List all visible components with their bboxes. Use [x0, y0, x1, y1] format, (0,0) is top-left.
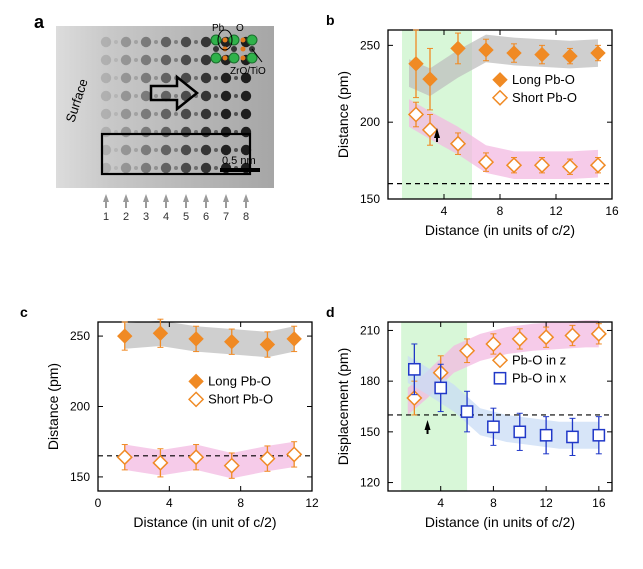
svg-text:0.5 nm: 0.5 nm	[222, 155, 256, 167]
svg-text:150: 150	[70, 470, 90, 484]
svg-text:4: 4	[437, 496, 444, 510]
panel-d: d 481216120150180210Distance (in units o…	[332, 310, 622, 535]
svg-text:1: 1	[103, 211, 109, 223]
svg-text:Pb-O in x: Pb-O in x	[512, 370, 567, 385]
panel-b-label: b	[326, 12, 335, 28]
svg-text:180: 180	[360, 374, 380, 388]
svg-text:12: 12	[549, 204, 563, 218]
svg-text:16: 16	[605, 204, 619, 218]
panel-b-svg: 4 8 12 16 150 200 250 Distance (in units of c/2…	[332, 18, 622, 243]
svg-text:12: 12	[305, 496, 319, 510]
svg-text:Distance (in units of c/2): Distance (in units of c/2)	[425, 222, 575, 238]
svg-text:7: 7	[223, 211, 229, 223]
svg-text:Pb: Pb	[212, 23, 225, 34]
svg-text:8: 8	[497, 204, 504, 218]
svg-text:Long Pb-O: Long Pb-O	[208, 373, 271, 388]
panel-c: c 04812150200250Distance (in unit of c/2…	[42, 310, 322, 535]
panel-a: a Surface0.5 nmPbOZrO/TiO12345678	[42, 18, 297, 233]
svg-text:Distance (pm): Distance (pm)	[335, 71, 351, 158]
svg-text:Short Pb-O: Short Pb-O	[512, 90, 577, 105]
svg-text:12: 12	[539, 496, 553, 510]
svg-text:Distance (in unit of c/2): Distance (in unit of c/2)	[133, 514, 276, 530]
svg-text:Short Pb-O: Short Pb-O	[208, 391, 273, 406]
svg-text:3: 3	[143, 211, 149, 223]
panel-d-label: d	[326, 304, 335, 320]
svg-text:150: 150	[360, 425, 380, 439]
panel-a-label: a	[34, 12, 44, 33]
svg-text:ZrO/TiO: ZrO/TiO	[230, 66, 266, 77]
svg-text:0: 0	[95, 496, 102, 510]
panel-b: b 481216150200250Distance (in units of c…	[332, 18, 622, 243]
svg-text:16: 16	[592, 496, 606, 510]
figure-root: a Surface0.5 nmPbOZrO/TiO12345678 b 4812…	[0, 0, 643, 569]
svg-text:Pb-O in z: Pb-O in z	[512, 352, 566, 367]
svg-text:2: 2	[123, 211, 129, 223]
svg-text:Distance (in units of c/2): Distance (in units of c/2)	[425, 514, 575, 530]
svg-text:4: 4	[441, 204, 448, 218]
svg-text:200: 200	[70, 400, 90, 414]
svg-text:120: 120	[360, 476, 380, 490]
panel-d-svg: 4 8 12 16 120 150 180 210 Distance (in units of …	[332, 310, 622, 535]
svg-text:8: 8	[243, 211, 249, 223]
svg-text:4: 4	[166, 496, 173, 510]
svg-text:150: 150	[360, 192, 380, 206]
svg-text:8: 8	[237, 496, 244, 510]
svg-text:8: 8	[490, 496, 497, 510]
svg-text:O: O	[236, 23, 244, 34]
svg-text:4: 4	[163, 211, 169, 223]
svg-text:210: 210	[360, 323, 380, 337]
svg-text:Distance (pm): Distance (pm)	[45, 363, 61, 450]
panel-a-svg: Surface0.5 nmPbOZrO/TiO12345678	[42, 18, 297, 233]
svg-text:250: 250	[360, 38, 380, 52]
svg-text:Displacement (pm): Displacement (pm)	[335, 348, 351, 465]
svg-text:5: 5	[183, 211, 189, 223]
svg-text:Long Pb-O: Long Pb-O	[512, 72, 575, 87]
svg-text:250: 250	[70, 329, 90, 343]
svg-text:200: 200	[360, 115, 380, 129]
panel-c-svg: 0 4 8 12 150 200 250 Distance (in unit of c/2) D…	[42, 310, 322, 535]
panel-c-label: c	[20, 304, 28, 320]
svg-text:6: 6	[203, 211, 209, 223]
